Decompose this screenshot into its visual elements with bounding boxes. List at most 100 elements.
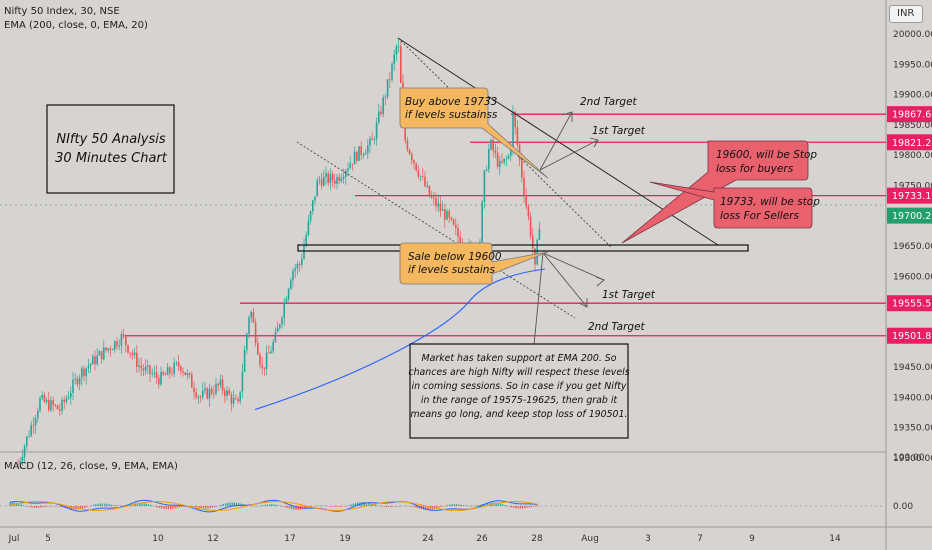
macd-hist-bar <box>405 505 407 507</box>
candle-body <box>501 161 503 163</box>
buy-note-line-1: Buy above 19733 <box>405 96 497 108</box>
candle-body <box>292 270 294 281</box>
macd-hist-bar <box>148 504 150 506</box>
ema-indicator-label[interactable]: EMA (200, close, 0, EMA, 20) <box>4 20 148 31</box>
candle-body <box>81 368 83 378</box>
candle-body <box>153 372 156 374</box>
macd-hist-bar <box>313 506 315 507</box>
candle-body <box>26 436 28 447</box>
macd-hist-bar <box>51 506 53 507</box>
candle-body <box>107 348 109 351</box>
macd-hist-bar <box>38 506 40 508</box>
macd-hist-bar <box>445 505 447 506</box>
market-note-box: Market has taken support at EMA 200. So … <box>408 343 630 439</box>
lower-2nd-target-label: 2nd Target <box>588 321 646 333</box>
macd-hist-bar <box>159 506 161 509</box>
time-tick-label: 5 <box>45 534 51 544</box>
price-tag: 19821.25 <box>887 134 932 151</box>
macd-hist-bar <box>511 506 513 508</box>
candle-body <box>301 258 303 265</box>
macd-line <box>9 499 539 513</box>
candle-body <box>494 150 497 153</box>
macd-hist-bar <box>495 502 497 506</box>
candle-body <box>177 362 180 367</box>
macd-hist-bar <box>66 506 68 509</box>
candle-body <box>457 228 459 237</box>
candle-body <box>184 372 186 376</box>
candle-body <box>360 146 362 155</box>
macd-hist-bar <box>453 504 455 506</box>
macd-hist-bar <box>82 506 84 509</box>
sale-note-line-1: Sale below 19600 <box>408 251 502 263</box>
macd-hist-bar <box>321 505 323 507</box>
candle-body <box>72 379 74 393</box>
candle-body <box>208 388 211 399</box>
macd-hist-bar <box>176 506 178 508</box>
candle-body <box>314 196 316 201</box>
candle-body <box>290 280 292 290</box>
candle-body <box>340 178 343 181</box>
macd-hist-bar <box>273 504 275 506</box>
stop-sellers-line-2: loss For Sellers <box>720 210 799 222</box>
candle-body <box>219 379 222 386</box>
candle-body <box>78 377 81 385</box>
macd-hist-bar <box>240 503 242 506</box>
candle-body <box>96 355 98 365</box>
candle-body <box>83 368 85 377</box>
ema200-line <box>254 268 546 411</box>
macd-hist-bar <box>436 506 438 509</box>
candle-body <box>356 151 358 161</box>
price-tick-label: 19650.00 <box>893 242 932 252</box>
candle-body <box>325 173 327 177</box>
macd-hist-bar <box>394 506 396 507</box>
candle-body <box>485 169 488 171</box>
candle-body <box>30 425 32 436</box>
macd-hist-bar <box>409 506 411 507</box>
candle-body <box>268 352 270 354</box>
macd-hist-bar <box>198 506 200 508</box>
candle-body <box>151 373 153 375</box>
candle-body <box>180 366 182 371</box>
macd-indicator-label[interactable]: MACD (12, 26, close, 9, EMA, EMA) <box>4 461 178 472</box>
macd-tick-label: 100.00 <box>893 453 925 463</box>
candle-body <box>345 170 347 177</box>
buy-note-line-2: if levels sustainss <box>405 109 498 121</box>
macd-hist-bar <box>229 502 231 506</box>
candle-body <box>318 179 321 181</box>
macd-hist-bar <box>251 505 253 507</box>
macd-hist-bar <box>143 503 145 506</box>
candle-body <box>171 373 173 375</box>
macd-hist-bar <box>348 505 350 506</box>
candle-body <box>149 365 151 374</box>
macd-axis: 100.00 0.00 <box>0 453 925 512</box>
candle-body <box>499 161 501 167</box>
macd-hist-bar <box>372 503 374 506</box>
macd-hist-bar <box>317 505 319 507</box>
candle-body <box>257 342 259 355</box>
candle-body <box>213 393 215 395</box>
currency-button[interactable]: INR <box>889 5 923 23</box>
candle-body <box>503 158 505 163</box>
macd-hist-bar <box>178 506 180 508</box>
stop-buyers-line-2: loss for buyers <box>716 163 794 175</box>
candle-body <box>338 176 340 181</box>
sale-note-line-2: if levels sustains <box>408 264 495 276</box>
candle-body <box>411 153 413 161</box>
candle-body <box>109 348 112 351</box>
candle-body <box>342 176 345 179</box>
price-tag-text: 19700.20 <box>892 211 932 222</box>
macd-hist-bar <box>117 505 119 506</box>
candle-body <box>323 176 325 186</box>
title-line-2: 30 Minutes Chart <box>55 151 168 166</box>
candle-body <box>19 461 21 465</box>
candle-body <box>34 418 37 426</box>
candle-body <box>70 392 72 398</box>
macd-hist-bar <box>95 504 97 506</box>
macd-hist-bar <box>365 502 367 506</box>
candle-body <box>334 180 336 184</box>
time-tick-label: 3 <box>645 534 651 544</box>
symbol-title[interactable]: Nifty 50 Index, 30, NSE <box>4 6 120 17</box>
candle-body <box>378 111 380 123</box>
candle-body <box>32 425 35 426</box>
